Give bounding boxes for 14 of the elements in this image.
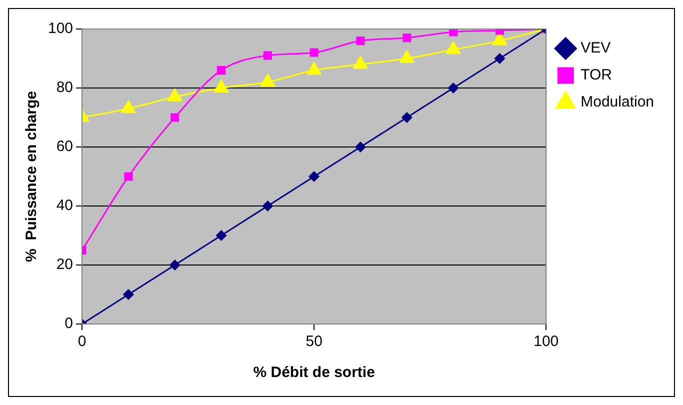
y-tick-label: 20 bbox=[56, 256, 74, 274]
y-tick-label: 60 bbox=[56, 138, 74, 156]
y-tick-label: 40 bbox=[56, 197, 74, 214]
x-tick-label: 100 bbox=[534, 333, 559, 350]
x-tick-label: 50 bbox=[306, 333, 322, 350]
legend-label: VEV bbox=[580, 40, 611, 57]
y-tick-label: 100 bbox=[48, 20, 74, 38]
y-tick-label: 80 bbox=[56, 79, 74, 96]
y-tick-label: 0 bbox=[64, 315, 74, 332]
legend-label: Modulation bbox=[580, 94, 654, 111]
legend-label: TOR bbox=[580, 66, 612, 84]
x-axis-title: % Débit de sortie bbox=[253, 364, 375, 382]
y-axis-title: % Puissance en charge bbox=[23, 91, 40, 262]
x-tick-label: 0 bbox=[78, 333, 86, 350]
